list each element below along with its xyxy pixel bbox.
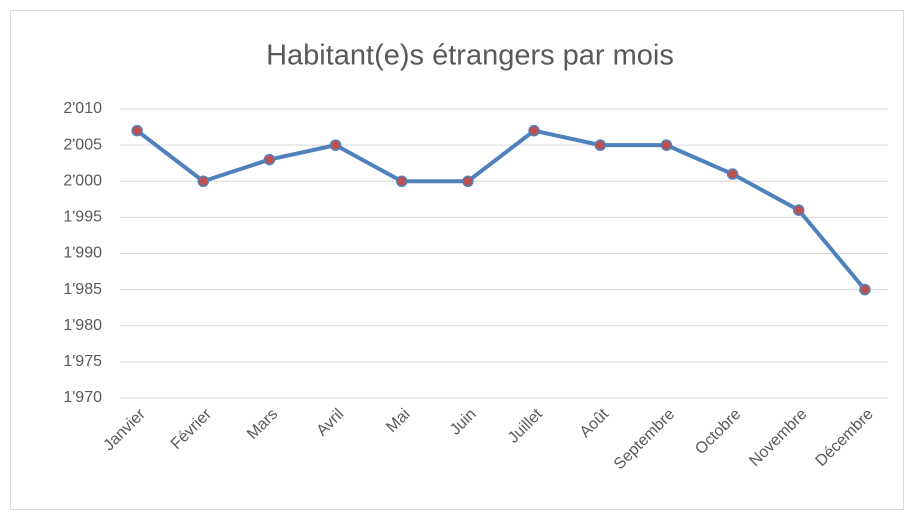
marker (197, 175, 209, 187)
chart-title: Habitant(e)s étrangers par mois (266, 40, 674, 72)
marker (594, 139, 606, 151)
y-tick-label: 1'985 (63, 281, 102, 298)
marker (793, 204, 805, 216)
marker (329, 139, 342, 151)
marker (131, 124, 143, 137)
y-tick-label: 1'980 (63, 317, 102, 334)
y-tick-label: 1'975 (63, 353, 102, 370)
marker (263, 153, 276, 166)
y-tick-label: 1'995 (63, 209, 102, 226)
marker (396, 175, 408, 187)
marker (660, 139, 673, 151)
marker (528, 124, 540, 137)
y-tick-label: 2'010 (63, 100, 102, 117)
line (135, 128, 867, 291)
marker (726, 168, 739, 180)
y-tick-label: 1'990 (63, 245, 102, 262)
chart-border (10, 10, 904, 510)
y-tick-label: 2'005 (63, 136, 102, 153)
y-tick-label: 1'970 (63, 389, 102, 406)
marker (859, 283, 871, 296)
y-tick-label: 2'000 (63, 172, 102, 189)
marker (462, 175, 474, 187)
